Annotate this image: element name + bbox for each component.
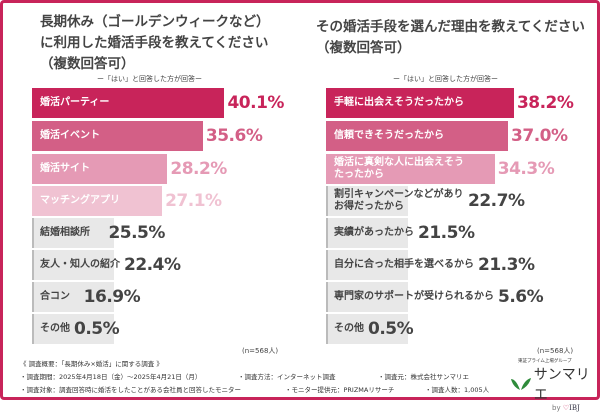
category-label: 婚活に真剣な人に出会えそう たったから — [334, 154, 464, 184]
bar — [326, 282, 408, 312]
bar-row: 自分に合った相手を選べるから 21.3% — [326, 250, 596, 280]
right-chart-subtitle: ー「はい」と回答した方が回答ー — [393, 75, 498, 83]
category-label: 合コン — [40, 291, 70, 302]
bar — [326, 218, 408, 248]
category-label-line: お得だったから — [334, 201, 404, 212]
category-label: マッチングアプリ — [40, 195, 120, 206]
value-label: 22.7% — [468, 191, 525, 211]
category-label: 手軽に出会えそうだったから — [334, 88, 464, 118]
bar-row: 割引キャンペーンなどがあり お得だったから 22.7% — [326, 186, 596, 216]
category-label: 婚活イベント — [40, 130, 100, 141]
category-label: 実績があったから — [334, 218, 414, 248]
left-title-line: （複数回答可） — [40, 56, 135, 72]
footer-line-2-a: ・調査対象：調査回答時に婚活をしたことがある会社員と回答したモニター — [20, 386, 241, 394]
value-label: 0.5% — [368, 319, 414, 339]
category-label-line: 手軽に出会えそうだったから — [334, 97, 464, 108]
value-label: 34.3% — [497, 159, 555, 179]
category-label-line: 婚活に真剣な人に出会えそう — [334, 157, 464, 168]
value-label: 25.5% — [108, 223, 165, 243]
bar — [32, 186, 163, 216]
value-label: 0.5% — [74, 319, 120, 339]
category-label-line: 信頼できそうだったから — [334, 130, 444, 141]
logo-tagline: 東証プライム上場グループ — [518, 359, 572, 364]
value-label: 38.2% — [516, 93, 574, 113]
bar — [326, 186, 408, 216]
right-chart-title: その婚活手段を選んだ理由を教えてください （複数回答可） — [316, 17, 585, 59]
bar — [32, 282, 114, 312]
category-label: その他 — [334, 314, 364, 344]
sanmarie-logo: 東証プライム上場グループ サンマリエ by ♡IBJ — [510, 358, 600, 412]
bar — [326, 314, 408, 344]
category-label: 婚活パーティー — [40, 97, 110, 108]
bar-row: 実績があったから 21.5% — [326, 218, 596, 248]
value-label: 37.0% — [511, 126, 568, 146]
value-label: 28.2% — [170, 159, 227, 179]
category-label: 信頼できそうだったから — [334, 121, 444, 151]
left-title-line: 長期休み（ゴールデンウィークなど） — [40, 14, 270, 30]
category-label: その他 — [40, 323, 70, 334]
bar — [32, 250, 114, 280]
category-label: 婚活サイト — [40, 163, 90, 174]
category-label: 結婚相談所 — [40, 227, 90, 238]
footer-line-2-c: ・調査人数：1,005人 — [425, 386, 490, 394]
bar — [326, 88, 514, 118]
category-label-line: たったから — [334, 169, 384, 180]
bar — [326, 121, 509, 151]
bar-row: マッチングアプリ 27.1% — [32, 186, 302, 216]
value-label: 22.4% — [124, 255, 181, 275]
bar-row: 専門家のサポートが受けられるから 5.6% — [326, 282, 596, 312]
footer-line-2-b: ・モニター提供元：PRIZMAリサーチ — [285, 386, 395, 394]
category-label-line: その他 — [334, 323, 364, 334]
category-label: 専門家のサポートが受けられるから — [334, 282, 494, 312]
value-label: 5.6% — [498, 287, 544, 307]
frame-border — [0, 0, 600, 400]
value-label: 21.3% — [478, 255, 535, 275]
bar — [32, 154, 168, 184]
bar-row: 婚活パーティー 40.1% — [32, 88, 302, 118]
right-title-line: （複数回答可） — [316, 40, 411, 56]
bar — [326, 250, 408, 280]
bar-row: 合コン 16.9% — [32, 282, 302, 312]
bar-row: 信頼できそうだったから 37.0% — [326, 121, 596, 151]
category-label-line: 実績があったから — [334, 227, 414, 238]
footer-line-1-b: ・調査方法：インターネット調査 — [238, 373, 336, 381]
bar-row: 友人・知人の紹介 22.4% — [32, 250, 302, 280]
value-label: 40.1% — [227, 93, 284, 113]
bar-row: 婚活イベント 35.6% — [32, 121, 302, 151]
bar-row: 婚活に真剣な人に出会えそう たったから 34.3% — [326, 154, 596, 184]
left-sample-size: (n=568人) — [242, 347, 279, 355]
logo-ibj: IBJ — [569, 404, 580, 412]
value-label: 16.9% — [83, 287, 141, 307]
value-label: 27.1% — [165, 191, 222, 211]
logo-name: サンマリエ — [533, 367, 590, 403]
left-chart-subtitle: ー「はい」と回答した方が回答ー — [97, 75, 202, 83]
bar — [32, 121, 203, 151]
category-label: 割引キャンペーンなどがあり お得だったから — [334, 186, 464, 216]
bar-row: 結婚相談所 25.5% — [32, 218, 302, 248]
value-label: 35.6% — [205, 126, 263, 146]
left-chart-title: 長期休み（ゴールデンウィークなど） に利用した婚活手段を教えてください （複数回… — [40, 12, 270, 75]
leaf-icon — [511, 378, 531, 390]
logo-by: by — [552, 404, 561, 412]
bar — [326, 154, 495, 184]
bar-row: その他 0.5% — [32, 314, 302, 344]
category-label: 友人・知人の紹介 — [40, 259, 120, 270]
footer-line-1-a: ・調査期間：2025年4月18日（金）～2025年4月21日（月） — [20, 373, 202, 381]
bar — [32, 88, 225, 118]
left-title-line: に利用した婚活手段を教えてください — [40, 35, 269, 51]
bar — [32, 218, 114, 248]
bar — [32, 314, 114, 344]
category-label-line: 自分に合った相手を選べるから — [334, 259, 474, 270]
footer-line-1-c: ・調査元：株式会社サンマリエ — [378, 373, 469, 381]
bar-row: 婚活サイト 28.2% — [32, 154, 302, 184]
bar-row: その他 0.5% — [326, 314, 596, 344]
bar-row: 手軽に出会えそうだったから 38.2% — [326, 88, 596, 118]
survey-heading: 《 調査概要：「長期休み×婚活」に関する調査 》 — [20, 360, 163, 368]
category-label-line: 専門家のサポートが受けられるから — [334, 291, 494, 302]
right-sample-size: (n=568人) — [537, 347, 574, 355]
value-label: 21.5% — [418, 223, 475, 243]
category-label: 自分に合った相手を選べるから — [334, 250, 474, 280]
right-title-line: その婚活手段を選んだ理由を教えてください — [316, 19, 585, 35]
category-label-line: 割引キャンペーンなどがあり — [334, 189, 464, 200]
